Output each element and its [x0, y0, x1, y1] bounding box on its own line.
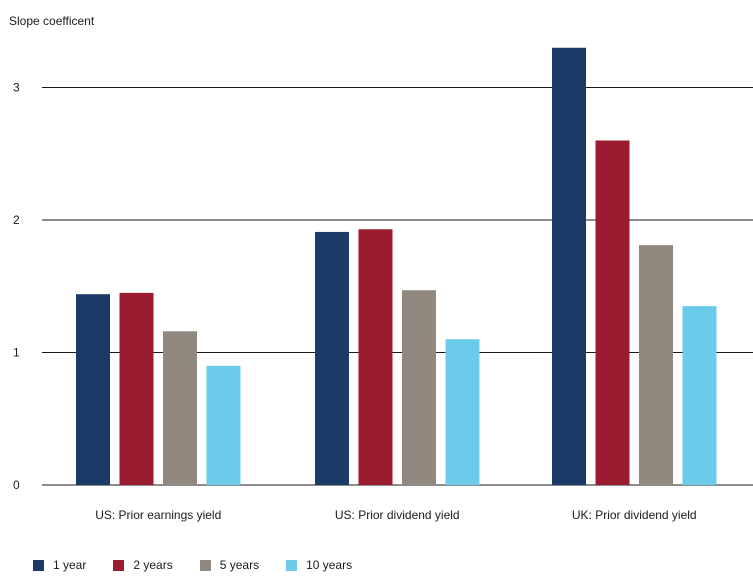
y-tick-label: 1	[13, 346, 20, 360]
legend-swatch	[113, 559, 125, 571]
bar	[206, 365, 241, 485]
bar	[358, 229, 393, 485]
bar	[445, 339, 480, 485]
bar	[639, 245, 673, 485]
y-tick-label: 3	[13, 81, 20, 95]
bar	[163, 331, 197, 485]
y-tick-label: 2	[13, 213, 20, 227]
legend-label: 10 years	[306, 558, 353, 572]
legend-label: 2 years	[133, 558, 173, 572]
legend-item-10-years: 10 years	[286, 558, 352, 572]
bar	[315, 231, 349, 485]
y-tick-label: 0	[13, 478, 20, 492]
legend-swatch	[199, 559, 211, 571]
legend-swatch	[33, 559, 44, 571]
legend-swatch	[286, 559, 298, 571]
legend-item-2-years: 2 years	[113, 558, 173, 572]
legend-item-5-years: 5 years	[199, 558, 260, 572]
bar	[76, 294, 110, 485]
legend-label: 5 years	[219, 558, 260, 572]
legend-label: 1 year	[53, 558, 87, 572]
x-tick-label: UK: Prior dividend yield	[572, 508, 697, 522]
x-tick-label: US: Prior dividend yield	[335, 508, 460, 522]
y-axis-label: Slope coefficent	[9, 14, 95, 28]
legend-item-1-year: 1 year	[33, 558, 86, 572]
x-tick-label: US: Prior earnings yield	[95, 508, 221, 522]
legend: 1 year 2 years 5 years 10 years	[33, 558, 379, 572]
bar	[402, 290, 436, 485]
bar	[682, 306, 717, 485]
bar	[552, 47, 586, 485]
bar	[119, 292, 154, 485]
bar	[595, 140, 630, 485]
